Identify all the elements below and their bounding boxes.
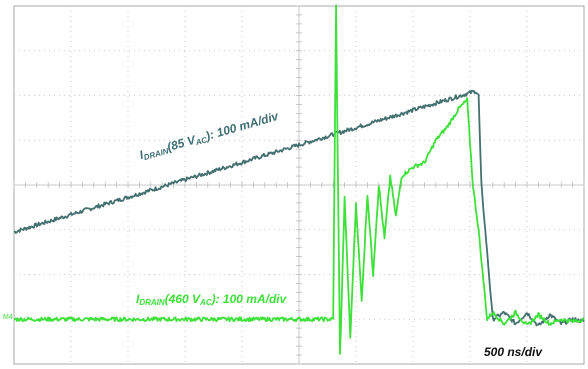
- grid: [13, 5, 585, 365]
- timebase-label: 500 ns/div: [484, 345, 543, 359]
- series-label-460vac: IDRAIN(460 VAC): 100 mA/div: [136, 292, 286, 307]
- label-460-tail: ): 100 mA/div: [211, 292, 287, 306]
- label-460-main: I: [136, 292, 140, 306]
- series-line-1: [13, 4, 585, 355]
- label-460-sub: DRAIN: [139, 298, 165, 307]
- label-460-rest: (460 V: [164, 292, 201, 306]
- channel-marker: M4: [3, 314, 13, 321]
- series-line-0: [13, 89, 585, 327]
- label-460-sub2: AC: [200, 298, 212, 307]
- traces: [13, 4, 585, 355]
